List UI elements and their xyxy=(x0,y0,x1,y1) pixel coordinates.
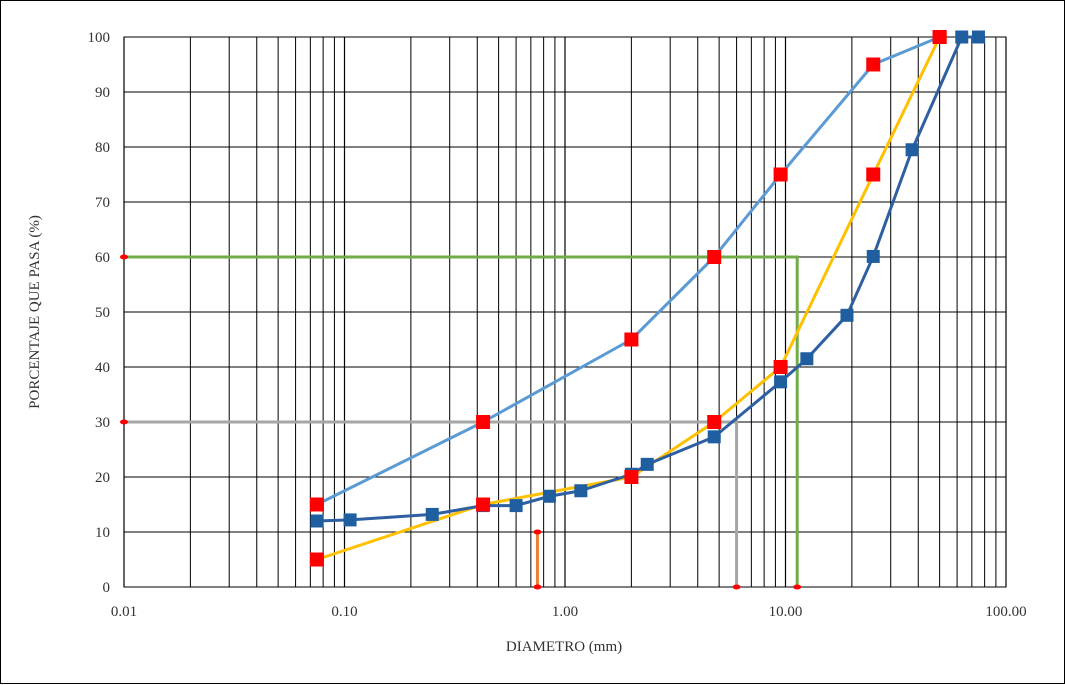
data-point xyxy=(640,457,654,471)
reference-line-1 xyxy=(124,255,799,587)
data-point xyxy=(309,552,324,567)
y-tick-label: 0 xyxy=(103,580,111,596)
y-tick-label: 50 xyxy=(95,305,110,321)
data-point xyxy=(866,167,881,182)
series-layer xyxy=(309,30,985,567)
y-tick-label: 60 xyxy=(95,250,110,266)
tick-labels-layer: 0 10 20 30 40 50 60 70 80 90 100 0.01 0.10 1.00 10.00 1… xyxy=(88,30,1027,620)
data-point xyxy=(310,514,324,528)
reference-line-end-marker xyxy=(533,529,542,535)
reference-line-end-marker xyxy=(732,584,741,590)
series-4 xyxy=(309,30,947,567)
reference-lines-layer xyxy=(120,254,802,590)
data-point xyxy=(800,352,814,366)
data-point xyxy=(707,250,722,264)
data-point xyxy=(971,30,985,44)
x-axis-title: DIAMETRO (mm) xyxy=(506,639,622,655)
data-point xyxy=(932,30,947,44)
data-point xyxy=(905,143,919,157)
y-tick-label: 80 xyxy=(95,140,110,156)
y-tick-label: 10 xyxy=(95,525,110,541)
data-point xyxy=(774,375,788,389)
y-tick-label: 70 xyxy=(95,195,110,211)
x-tick-label: 1.00 xyxy=(552,604,578,620)
data-point xyxy=(707,415,722,429)
data-point xyxy=(476,415,491,429)
reference-line-2 xyxy=(124,420,739,587)
data-point xyxy=(773,167,788,182)
x-tick-label: 10.00 xyxy=(769,604,803,620)
y-axis-title: PORCENTAJE QUE PASA (%) xyxy=(27,215,43,409)
y-tick-label: 90 xyxy=(95,85,110,101)
grid-layer xyxy=(123,36,1007,588)
y-tick-label: 100 xyxy=(88,30,111,46)
y-tick-label: 20 xyxy=(95,470,110,486)
data-point xyxy=(476,497,491,512)
y-tick-label: 40 xyxy=(95,360,110,376)
data-point xyxy=(309,497,324,512)
reference-line-end-marker xyxy=(533,584,542,590)
data-point xyxy=(509,499,523,513)
data-point xyxy=(707,430,721,444)
data-point xyxy=(343,513,357,527)
data-point xyxy=(624,332,639,347)
data-point xyxy=(542,489,556,503)
reference-line-end-marker xyxy=(120,254,128,260)
x-tick-label: 0.10 xyxy=(331,604,357,620)
data-point xyxy=(866,249,880,263)
x-tick-label: 100.00 xyxy=(985,604,1026,620)
data-point xyxy=(425,507,439,521)
y-tick-label: 30 xyxy=(95,415,110,431)
reference-line-end-marker xyxy=(120,419,128,425)
data-point xyxy=(773,360,788,374)
x-tick-label: 0.01 xyxy=(111,604,137,620)
reference-line-end-marker xyxy=(793,584,802,590)
data-point xyxy=(840,308,854,322)
data-point xyxy=(866,57,881,72)
data-point xyxy=(574,484,588,498)
data-point xyxy=(624,470,639,484)
data-point xyxy=(955,30,969,44)
